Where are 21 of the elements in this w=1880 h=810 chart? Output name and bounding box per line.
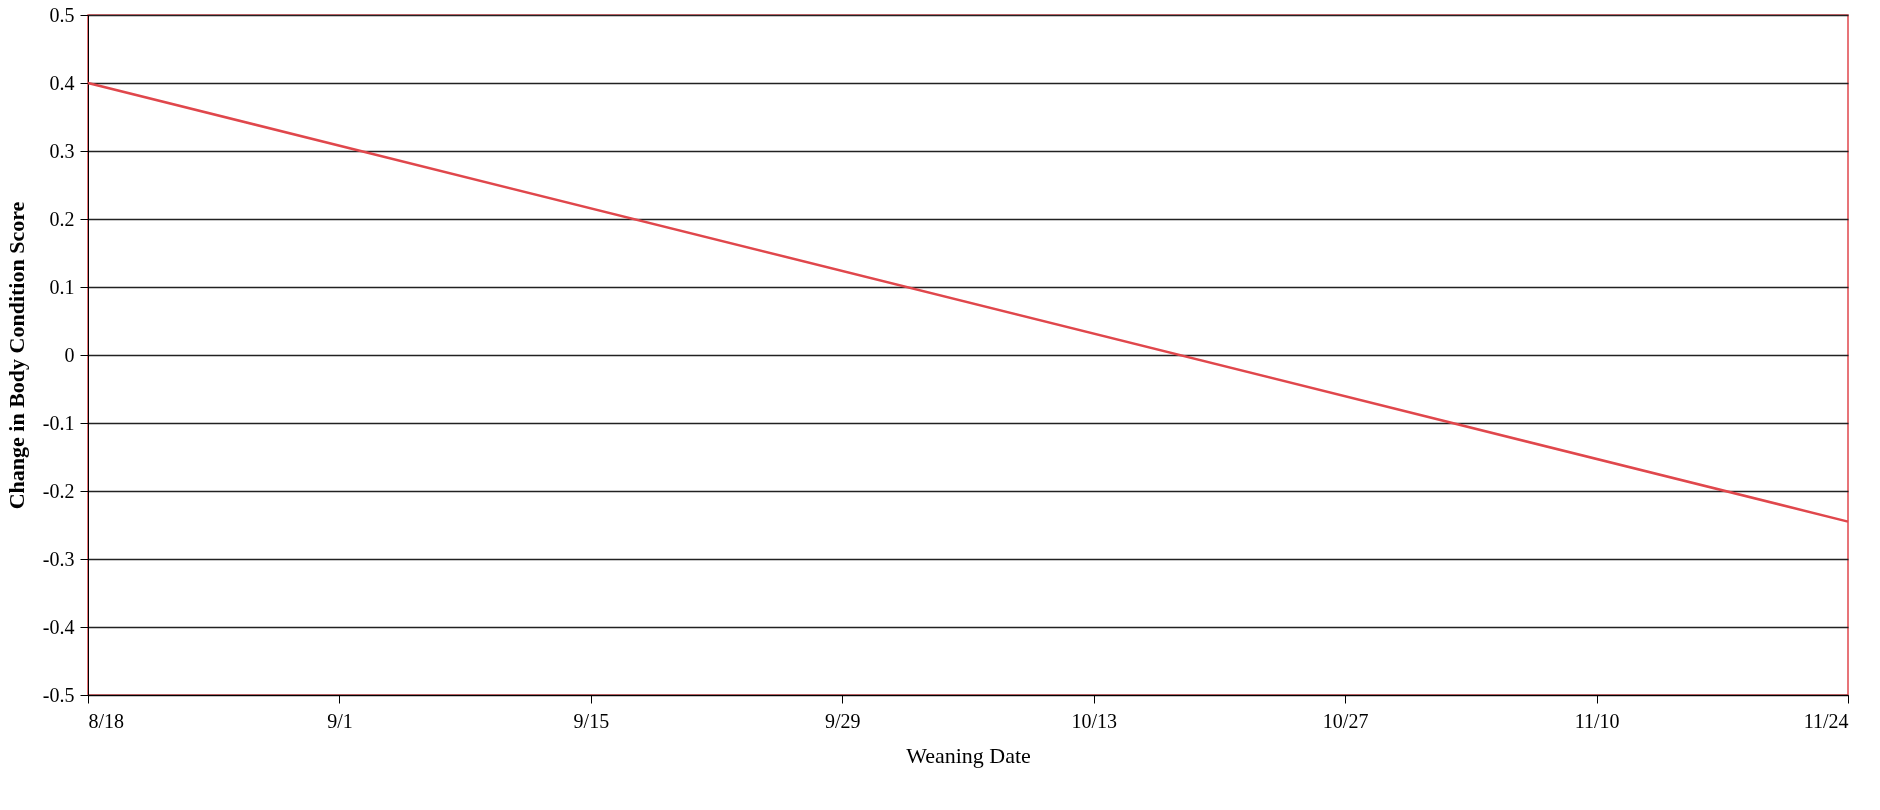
x-tick-label: 11/24 xyxy=(1803,709,1849,732)
x-tick-label: 9/1 xyxy=(327,709,353,732)
x-tick-label: 9/15 xyxy=(573,709,610,732)
y-axis-title: Change in Body Condition Score xyxy=(3,201,29,510)
x-tick-label: 11/10 xyxy=(1574,709,1620,732)
y-tick-label: 0.1 xyxy=(49,275,75,298)
x-tick-label: 10/13 xyxy=(1071,709,1117,732)
y-tick-label: -0.1 xyxy=(42,411,75,434)
y-tick-label: -0.5 xyxy=(42,683,75,706)
y-tick-label: 0.3 xyxy=(49,139,75,162)
y-tick-label: 0.4 xyxy=(49,71,75,94)
y-tick-label: -0.4 xyxy=(42,615,75,638)
x-axis-title: Weaning Date xyxy=(906,742,1031,768)
y-tick-label: 0.5 xyxy=(49,3,75,26)
x-tick-label: 9/29 xyxy=(825,709,861,732)
y-tick-label: 0.2 xyxy=(49,207,75,230)
y-tick-label: -0.2 xyxy=(42,479,75,502)
x-tick-label: 8/18 xyxy=(88,709,125,732)
y-tick-label: -0.3 xyxy=(42,547,75,570)
x-tick-label: 10/27 xyxy=(1322,709,1369,732)
y-tick-label: 0 xyxy=(64,343,75,366)
